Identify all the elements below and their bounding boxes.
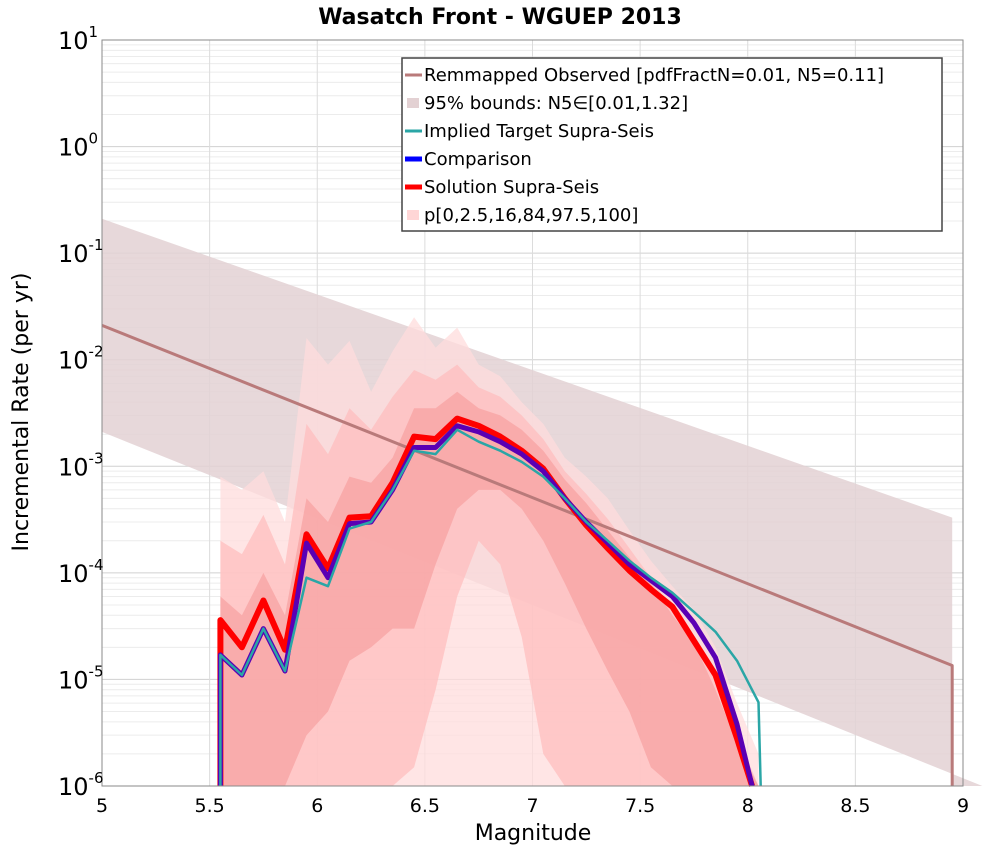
legend-label: Remmapped Observed [pdfFractN=0.01, N5=0… bbox=[424, 65, 884, 86]
percentile-band bbox=[220, 391, 759, 786]
x-axis-label: Magnitude bbox=[475, 821, 592, 846]
x-axis-ticks: 5 5.5 6 6.5 7 7.5 8 8.5 9 bbox=[96, 795, 969, 817]
legend-swatch bbox=[407, 98, 419, 108]
legend-label: p[0,2.5,16,84,97.5,100] bbox=[424, 205, 638, 226]
y-tick-label: 10-4 bbox=[58, 556, 104, 588]
x-tick-label: 8.5 bbox=[840, 795, 870, 817]
chart-title: Wasatch Front - WGUEP 2013 bbox=[318, 5, 682, 30]
comparison-line bbox=[217, 423, 755, 787]
x-tick-label: 6.5 bbox=[410, 795, 440, 817]
y-axis-ticks: 101 100 10-1 10-2 10-3 10-4 10-5 10-6 bbox=[58, 23, 104, 801]
x-tick-label: 8 bbox=[742, 795, 754, 817]
legend-box bbox=[401, 57, 943, 232]
legend-swatch bbox=[407, 210, 419, 220]
observed-line bbox=[101, 324, 954, 786]
legend-label: Comparison bbox=[424, 149, 532, 170]
x-tick-label: 7 bbox=[526, 795, 538, 817]
x-tick-label: 7.5 bbox=[625, 795, 655, 817]
implied-target-line bbox=[219, 428, 762, 787]
legend-label: Solution Supra-Seis bbox=[424, 177, 599, 198]
x-tick-label: 6 bbox=[311, 795, 323, 817]
legend: Remmapped Observed [pdfFractN=0.01, N5=0… bbox=[401, 57, 943, 232]
y-tick-label: 10-1 bbox=[58, 236, 104, 268]
y-tick-label: 10-5 bbox=[58, 662, 104, 694]
y-tick-label: 10-2 bbox=[58, 343, 104, 375]
y-tick-label: 100 bbox=[58, 130, 98, 162]
legend-label: Implied Target Supra-Seis bbox=[424, 121, 654, 142]
x-tick-label: 5 bbox=[96, 795, 108, 817]
series-lines bbox=[101, 324, 954, 787]
legend-label: 95% bounds: N5∈[0.01,1.32] bbox=[424, 93, 688, 114]
y-tick-label: 10-6 bbox=[58, 769, 104, 801]
plot-border bbox=[101, 39, 964, 787]
y-tick-label: 10-3 bbox=[58, 449, 104, 481]
solution-line bbox=[217, 415, 755, 787]
x-tick-label: 5.5 bbox=[195, 795, 225, 817]
plot-frame bbox=[101, 39, 964, 787]
x-tick-label: 9 bbox=[957, 795, 969, 817]
y-tick-label: 101 bbox=[58, 23, 98, 55]
y-axis-label: Incremental Rate (per yr) bbox=[9, 273, 34, 552]
